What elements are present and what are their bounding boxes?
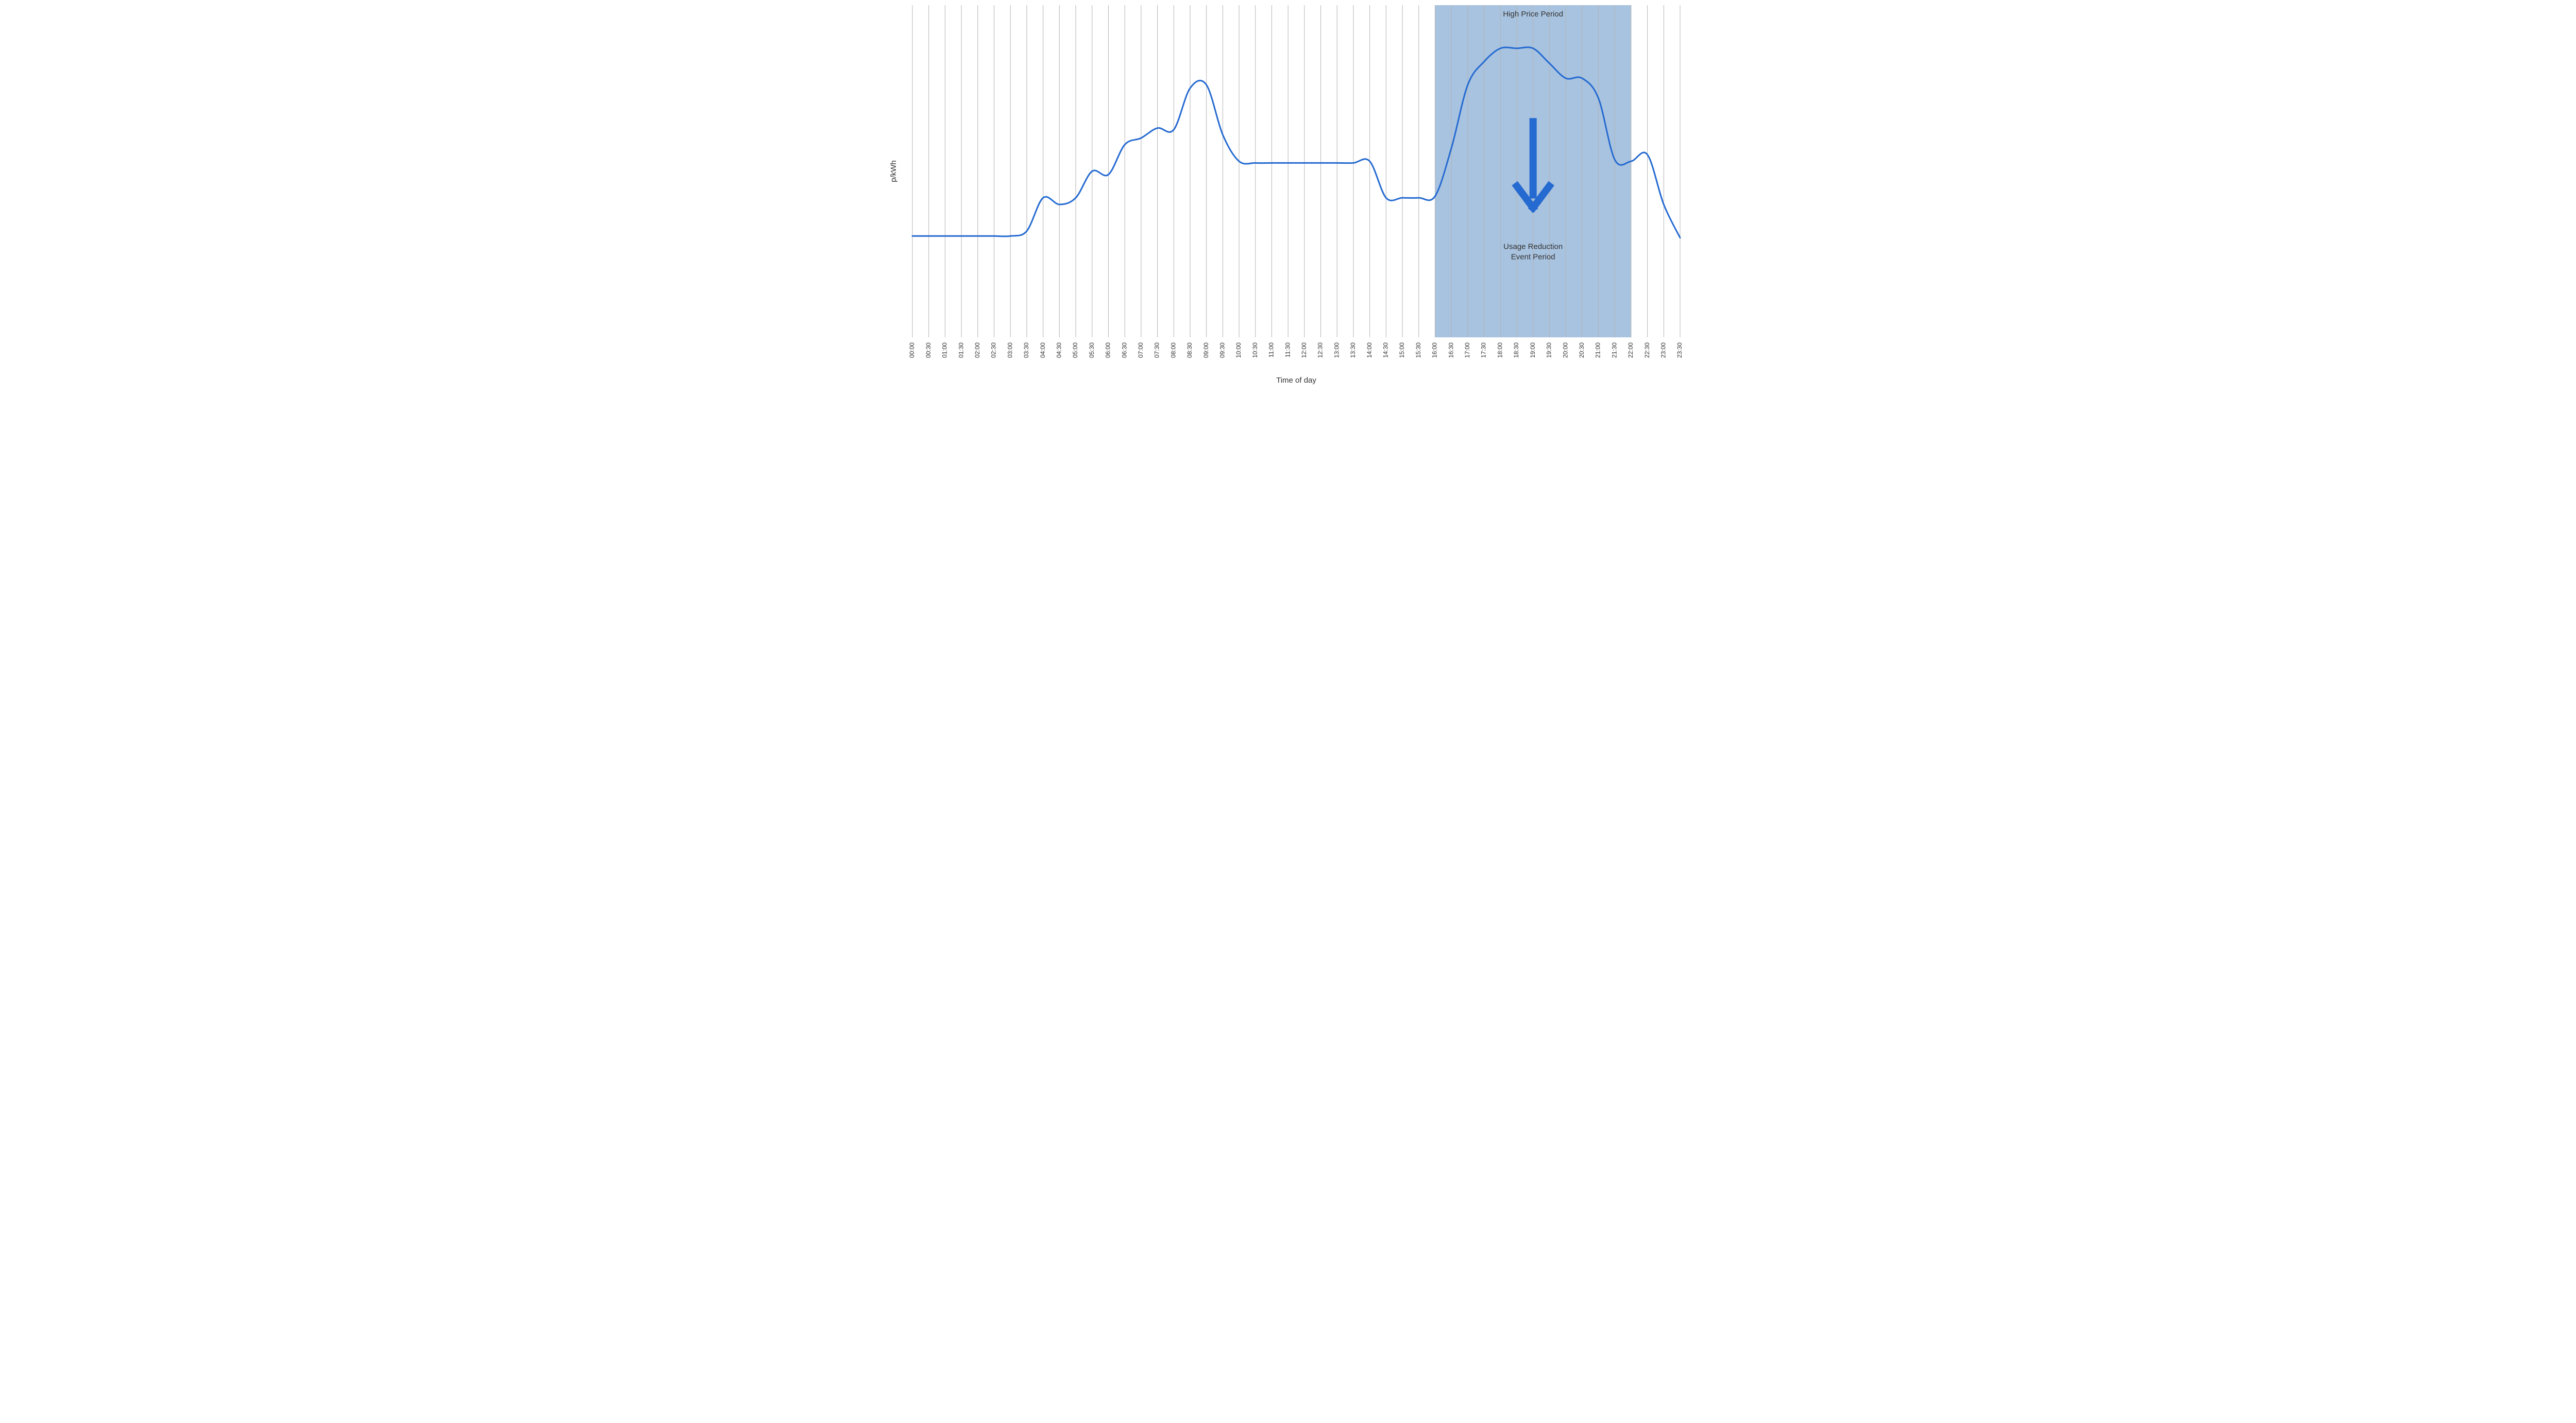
x-tick-label: 15:00 (1398, 342, 1405, 358)
x-tick-label: 11:30 (1284, 342, 1291, 357)
x-tick-label: 04:00 (1039, 342, 1046, 358)
x-tick-label: 16:30 (1447, 342, 1454, 358)
x-tick-label: 04:30 (1055, 342, 1062, 358)
x-tick-label: 09:00 (1202, 342, 1210, 358)
x-tick-label: 23:00 (1659, 342, 1667, 358)
x-tick-label: 13:30 (1349, 342, 1357, 358)
x-tick-label: 01:00 (941, 342, 948, 358)
x-tick-label: 13:00 (1333, 342, 1340, 358)
x-tick-label: 09:30 (1219, 342, 1226, 358)
price-chart: 00:00 00:30 01:00 01:30 02:00 02:30 03:00 03:30… (887, 0, 1689, 389)
x-tick-label: 10:00 (1235, 342, 1242, 358)
x-tick-label: 14:30 (1382, 342, 1389, 358)
x-tick-label: 15:30 (1415, 342, 1422, 358)
x-tick-label: 05:00 (1072, 342, 1079, 358)
x-tick-label: 16:00 (1431, 342, 1438, 358)
x-tick-label: 03:00 (1006, 342, 1013, 358)
x-tick-label: 20:00 (1562, 342, 1569, 358)
x-tick-label: 14:00 (1366, 342, 1373, 358)
x-tick-label: 22:00 (1627, 342, 1634, 358)
x-tick-label: 21:30 (1611, 342, 1618, 358)
x-tick-label: 20:30 (1578, 342, 1585, 358)
x-tick-label: 12:00 (1300, 342, 1308, 358)
chart-container: 00:00 00:30 01:00 01:30 02:00 02:30 03:00 03:30… (887, 0, 1689, 389)
x-tick-label: 21:00 (1595, 342, 1602, 358)
x-tick-label: 23:30 (1676, 342, 1683, 358)
x-tick-label: 06:00 (1105, 342, 1112, 358)
x-tick-label: 22:30 (1643, 342, 1651, 358)
x-tick-label: 17:30 (1480, 342, 1487, 358)
usage-reduction-label: Usage Reduction (1503, 242, 1563, 251)
x-tick-label: 08:00 (1170, 342, 1177, 358)
x-tick-label: 10:30 (1251, 342, 1259, 358)
x-tick-label: 08:30 (1186, 342, 1193, 358)
x-tick-label: 17:00 (1464, 342, 1471, 358)
x-tick-label: 05:30 (1088, 342, 1095, 358)
x-tick-label: 11:00 (1268, 342, 1275, 357)
x-tick-label: 06:30 (1121, 342, 1128, 358)
x-tick-label: 00:30 (925, 342, 932, 358)
x-tick-label: 03:30 (1023, 342, 1030, 358)
x-tick-label: 07:30 (1154, 342, 1161, 358)
x-tick-label: 12:30 (1317, 342, 1324, 358)
x-tick-label: 19:00 (1529, 342, 1536, 358)
y-axis-label: p/kWh (889, 160, 898, 182)
x-tick-label: 00:00 (908, 342, 916, 358)
x-tick-label: 07:00 (1137, 342, 1144, 358)
x-tick-label: 18:00 (1496, 342, 1503, 358)
high-price-label: High Price Period (1503, 10, 1563, 19)
x-tick-label: 02:30 (990, 342, 997, 358)
x-tick-label: 19:30 (1546, 342, 1553, 358)
x-axis-label: Time of day (1276, 376, 1316, 385)
x-tick-label: 18:30 (1513, 342, 1520, 358)
usage-reduction-label: Event Period (1511, 252, 1555, 261)
x-tick-label: 01:30 (957, 342, 964, 358)
x-tick-label: 02:00 (974, 342, 981, 358)
